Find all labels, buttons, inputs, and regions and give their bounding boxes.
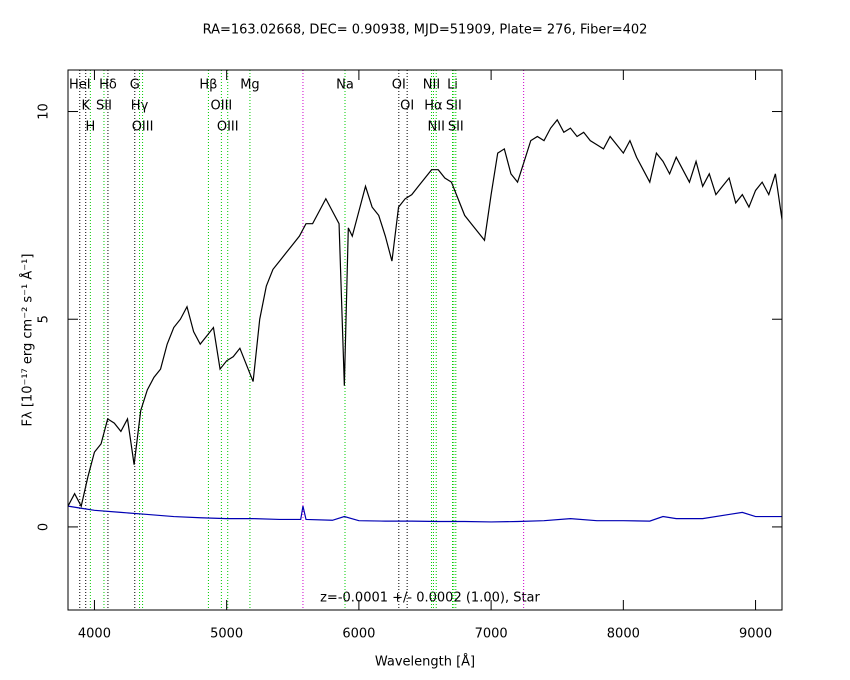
line-label: G <box>130 78 140 93</box>
line-label: OIII <box>132 120 154 135</box>
line-label: Mg <box>240 78 259 93</box>
x-tick-label: 5000 <box>210 627 243 642</box>
line-label: SII <box>446 99 462 114</box>
line-label: OIII <box>217 120 239 135</box>
line-label: Na <box>336 78 354 93</box>
x-tick-label: 6000 <box>342 627 375 642</box>
x-tick-label: 7000 <box>475 627 508 642</box>
line-label: Hβ <box>199 78 217 93</box>
line-label: SII <box>96 99 112 114</box>
line-label: Hγ <box>131 99 149 114</box>
spectrum-line <box>67 505 782 523</box>
plot-frame <box>67 69 783 611</box>
line-label: Hα <box>424 99 442 114</box>
line-label: OIII <box>211 99 233 114</box>
line-label: SII <box>448 120 464 135</box>
y-tick-label: 10 <box>37 103 52 120</box>
line-label: NII <box>423 78 440 93</box>
spectrum-line <box>67 118 783 508</box>
line-label: NII <box>428 120 445 135</box>
y-tick-label: 5 <box>37 315 52 323</box>
x-tick-label: 9000 <box>739 627 772 642</box>
annotation: z=-0.0001 +/- 0.0002 (1.00), Star <box>320 591 540 606</box>
line-label: HeI <box>69 78 91 93</box>
line-label: H <box>85 120 95 135</box>
line-label: OI <box>400 99 414 114</box>
line-label: OI <box>392 78 406 93</box>
chart-title: RA=163.02668, DEC= 0.90938, MJD=51909, P… <box>203 23 648 38</box>
line-label: Li <box>447 78 458 93</box>
y-tick-label: 0 <box>37 523 52 531</box>
x-axis-label: Wavelength [Å] <box>375 654 475 670</box>
x-tick-label: 4000 <box>78 627 111 642</box>
y-axis-label: Fλ [10⁻¹⁷ erg cm⁻² s⁻¹ Å⁻¹] <box>20 254 36 427</box>
x-tick-label: 8000 <box>607 627 640 642</box>
line-label: K <box>81 99 90 114</box>
line-label: Hδ <box>99 78 117 93</box>
